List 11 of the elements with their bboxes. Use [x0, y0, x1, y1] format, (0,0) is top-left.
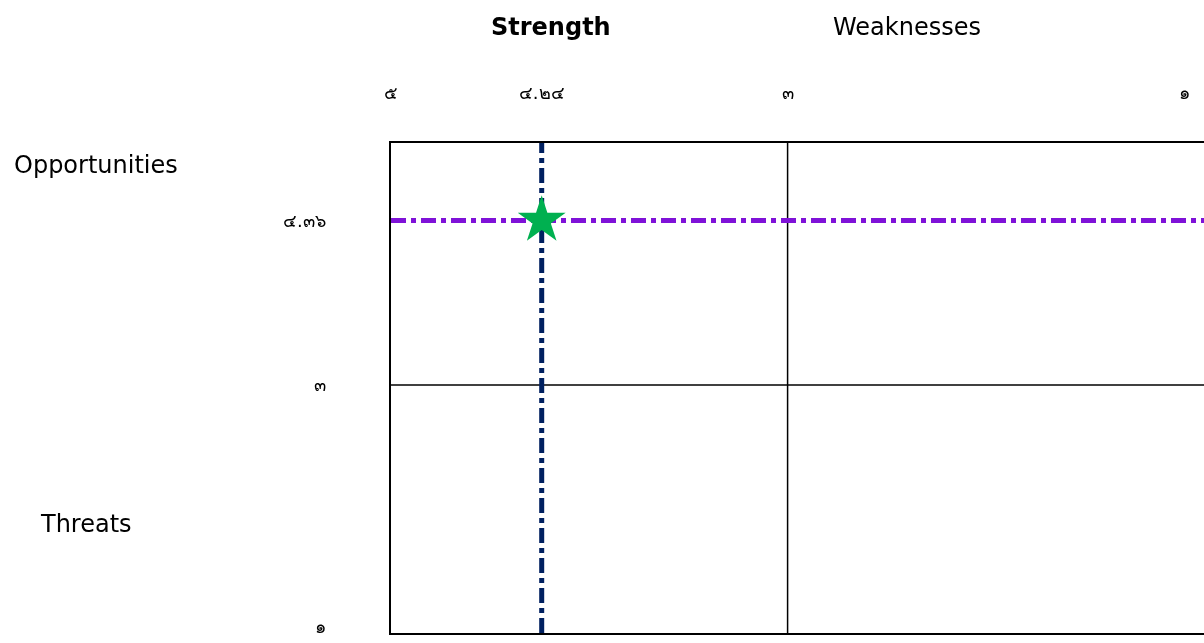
y-tick-label: ๑ [314, 616, 326, 638]
text: Weaknesses [833, 13, 981, 41]
text: Strength [491, 13, 611, 41]
text: Threats [40, 510, 132, 538]
x-tick-label: ๑ [1178, 82, 1190, 104]
y-tick-label: ๔.๓๖ [282, 209, 326, 231]
x-tick-label: ๕ [384, 82, 398, 104]
text: Opportunities [14, 151, 178, 179]
x-tick-label: ๓ [781, 82, 794, 104]
y-tick-label: ๓ [313, 374, 326, 396]
x-tick-label: ๔.๒๔ [518, 82, 565, 104]
